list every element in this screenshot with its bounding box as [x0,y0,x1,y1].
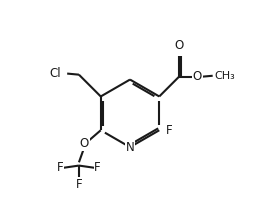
Text: O: O [193,70,202,83]
Text: F: F [76,178,82,191]
Text: F: F [94,161,101,174]
Text: Cl: Cl [50,67,62,80]
Text: N: N [126,141,134,154]
Text: F: F [166,124,172,137]
Text: O: O [80,137,89,150]
Text: CH₃: CH₃ [214,71,235,81]
Text: F: F [57,161,64,174]
Text: O: O [174,39,184,52]
